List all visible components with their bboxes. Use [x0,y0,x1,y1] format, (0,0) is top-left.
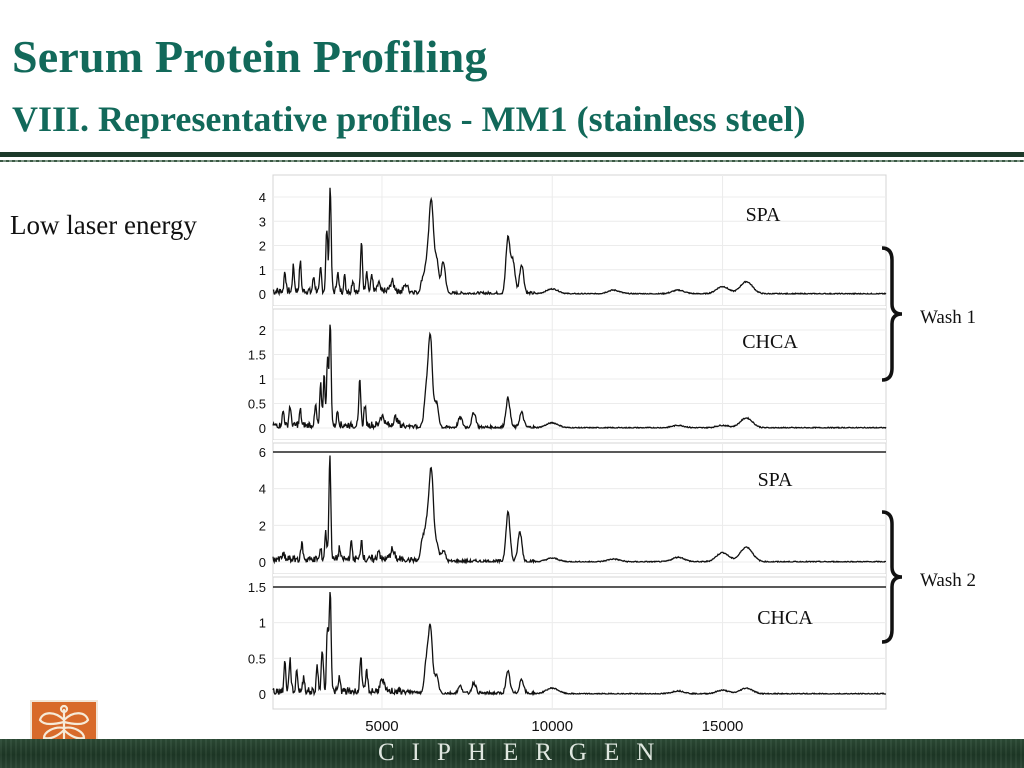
matrix-label: SPA [758,469,793,491]
x-tick-label: 10000 [531,718,573,735]
y-tick-label: 2 [259,518,266,533]
y-tick-label: 6 [259,445,266,460]
x-tick-label: 15000 [702,718,744,735]
y-tick-label: 0 [259,687,266,702]
wash-label: Wash 1 [920,307,976,328]
y-tick-label: 4 [259,190,266,205]
wash-label: Wash 2 [920,570,976,591]
y-tick-label: 1 [259,263,266,278]
y-tick-label: 1.5 [248,580,266,595]
spectrum-trace [272,591,886,697]
spectrum-trace [272,187,887,297]
y-tick-label: 2 [259,323,266,338]
y-tick-label: 0.5 [248,397,266,412]
slide-subtitle: VIII. Representative profiles - MM1 (sta… [12,99,806,139]
matrix-label: CHCA [742,331,798,353]
y-tick-label: 4 [259,482,266,497]
title-divider [0,152,1024,157]
y-tick-label: 2 [259,239,266,254]
y-tick-label: 1 [259,616,266,631]
footer-brand: CIPHERGEN [378,739,672,766]
slide-title: Serum Protein Profiling [12,31,488,82]
dragonfly-icon [38,704,90,756]
x-tick-label: 5000 [365,718,398,735]
matrix-label: SPA [746,204,781,226]
footer-bar [0,739,1024,768]
y-tick-label: 1.5 [248,348,266,363]
y-tick-label: 0.5 [248,651,266,666]
y-tick-label: 0 [259,287,266,302]
y-tick-label: 0 [259,555,266,570]
title-divider-accent [0,160,1024,162]
footer-texture [0,739,1024,768]
wash-brace [881,246,903,382]
y-tick-label: 0 [259,421,266,436]
y-tick-label: 3 [259,214,266,229]
matrix-label: CHCA [757,607,813,629]
spectrum-trace [272,455,886,565]
wash-brace [881,510,903,644]
y-tick-label: 1 [259,372,266,387]
laser-energy-label: Low laser energy [10,210,197,240]
spectrum-trace [272,324,887,431]
